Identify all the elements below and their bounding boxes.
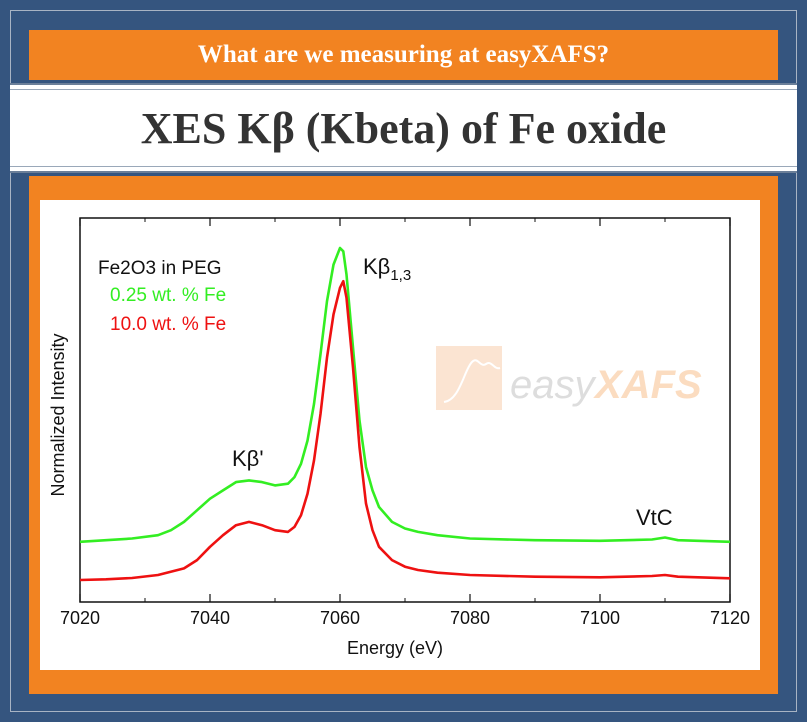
series-line-green [79,246,731,544]
x-tick-label: 7020 [60,608,100,628]
kbeta-prime-label: Kβ' [232,446,264,471]
x-axis-label: Energy (eV) [347,638,443,658]
x-tick-label: 7060 [320,608,360,628]
series-line-red [79,279,731,582]
question-banner: What are we measuring at easyXAFS? [29,30,778,80]
title-band: XES Kβ (Kbeta) of Fe oxide [10,83,797,173]
kbeta13-label: Kβ1,3 [363,254,411,284]
watermark-logo: easy XAFS [436,346,702,410]
legend-title: Fe2O3 in PEG [98,258,222,279]
x-tick-label: 7120 [710,608,750,628]
x-tick-label: 7080 [450,608,490,628]
page-title: XES Kβ (Kbeta) of Fe oxide [140,103,667,153]
xes-chart: easy XAFS 7020 7040 7060 7080 7100 7120 Fe2O3… [48,217,750,658]
x-tick-label: 7040 [190,608,230,628]
watermark-text-easy: easy [510,363,597,407]
chart-panel: easy XAFS 7020 7040 7060 7080 7100 7120 Fe2O3… [40,200,760,670]
legend-entry-green: 0.25 wt. % Fe [110,285,226,306]
vtc-label: VtC [636,505,673,530]
watermark-text-xafs: XAFS [593,363,702,407]
question-text: What are we measuring at easyXAFS? [197,41,610,68]
x-tick-label: 7100 [580,608,620,628]
legend-entry-red: 10.0 wt. % Fe [110,314,226,335]
y-axis-label: Normalized Intensity [48,333,68,496]
